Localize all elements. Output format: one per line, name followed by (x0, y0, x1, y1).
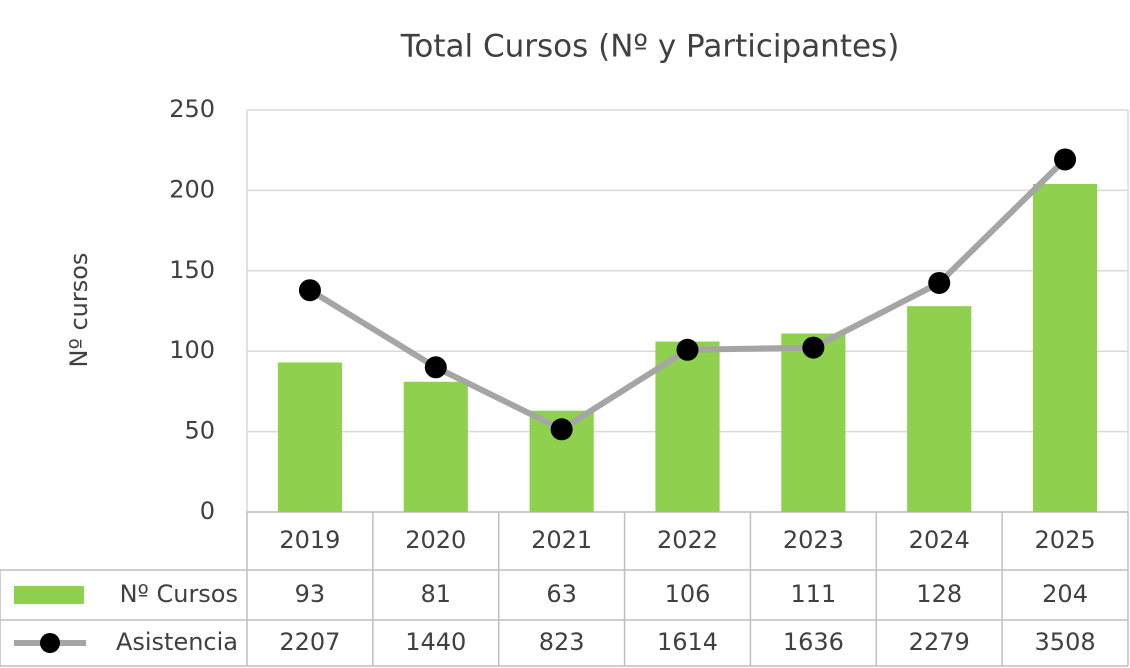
table-value: 93 (295, 580, 326, 608)
table-value: 2279 (909, 628, 970, 656)
y-axis-label: Nº cursos (65, 253, 93, 368)
x-tick-label: 2020 (405, 526, 466, 554)
marker (550, 418, 573, 441)
legend-key (40, 633, 60, 653)
table-value: 1614 (657, 628, 718, 656)
x-tick-label: 2019 (279, 526, 340, 554)
y-tick-label: 0 (200, 497, 215, 525)
bar (403, 381, 468, 512)
marker (1054, 148, 1077, 171)
bar (277, 362, 343, 512)
x-tick-label: 2021 (531, 526, 592, 554)
legend-key (14, 586, 84, 604)
legend-label: Nº Cursos (120, 580, 238, 608)
marker (676, 338, 699, 361)
table-value: 823 (539, 628, 585, 656)
marker (424, 356, 447, 379)
y-tick-label: 150 (169, 256, 215, 284)
marker (802, 336, 825, 359)
x-tick-label: 2024 (909, 526, 970, 554)
legend-label: Asistencia (116, 628, 238, 656)
table-value: 128 (916, 580, 962, 608)
marker (928, 271, 951, 294)
x-tick-label: 2023 (783, 526, 844, 554)
table-value: 1440 (405, 628, 466, 656)
table-value: 2207 (279, 628, 340, 656)
table-value: 63 (546, 580, 577, 608)
bar (781, 333, 846, 512)
table-value: 1636 (783, 628, 844, 656)
chart-title: Total Cursos (Nº y Participantes) (400, 29, 900, 65)
bar (907, 306, 972, 512)
table-value: 3508 (1035, 628, 1096, 656)
y-tick-label: 250 (169, 95, 215, 123)
table-value: 81 (421, 580, 452, 608)
bar (655, 341, 720, 512)
marker (298, 279, 321, 302)
table-value: 111 (790, 580, 836, 608)
x-tick-label: 2025 (1035, 526, 1096, 554)
table-value: 204 (1042, 580, 1088, 608)
table-value: 106 (665, 580, 711, 608)
x-tick-label: 2022 (657, 526, 718, 554)
y-tick-label: 200 (169, 175, 215, 203)
y-tick-label: 100 (169, 336, 215, 364)
bar (1032, 183, 1098, 512)
y-tick-label: 50 (184, 417, 215, 445)
